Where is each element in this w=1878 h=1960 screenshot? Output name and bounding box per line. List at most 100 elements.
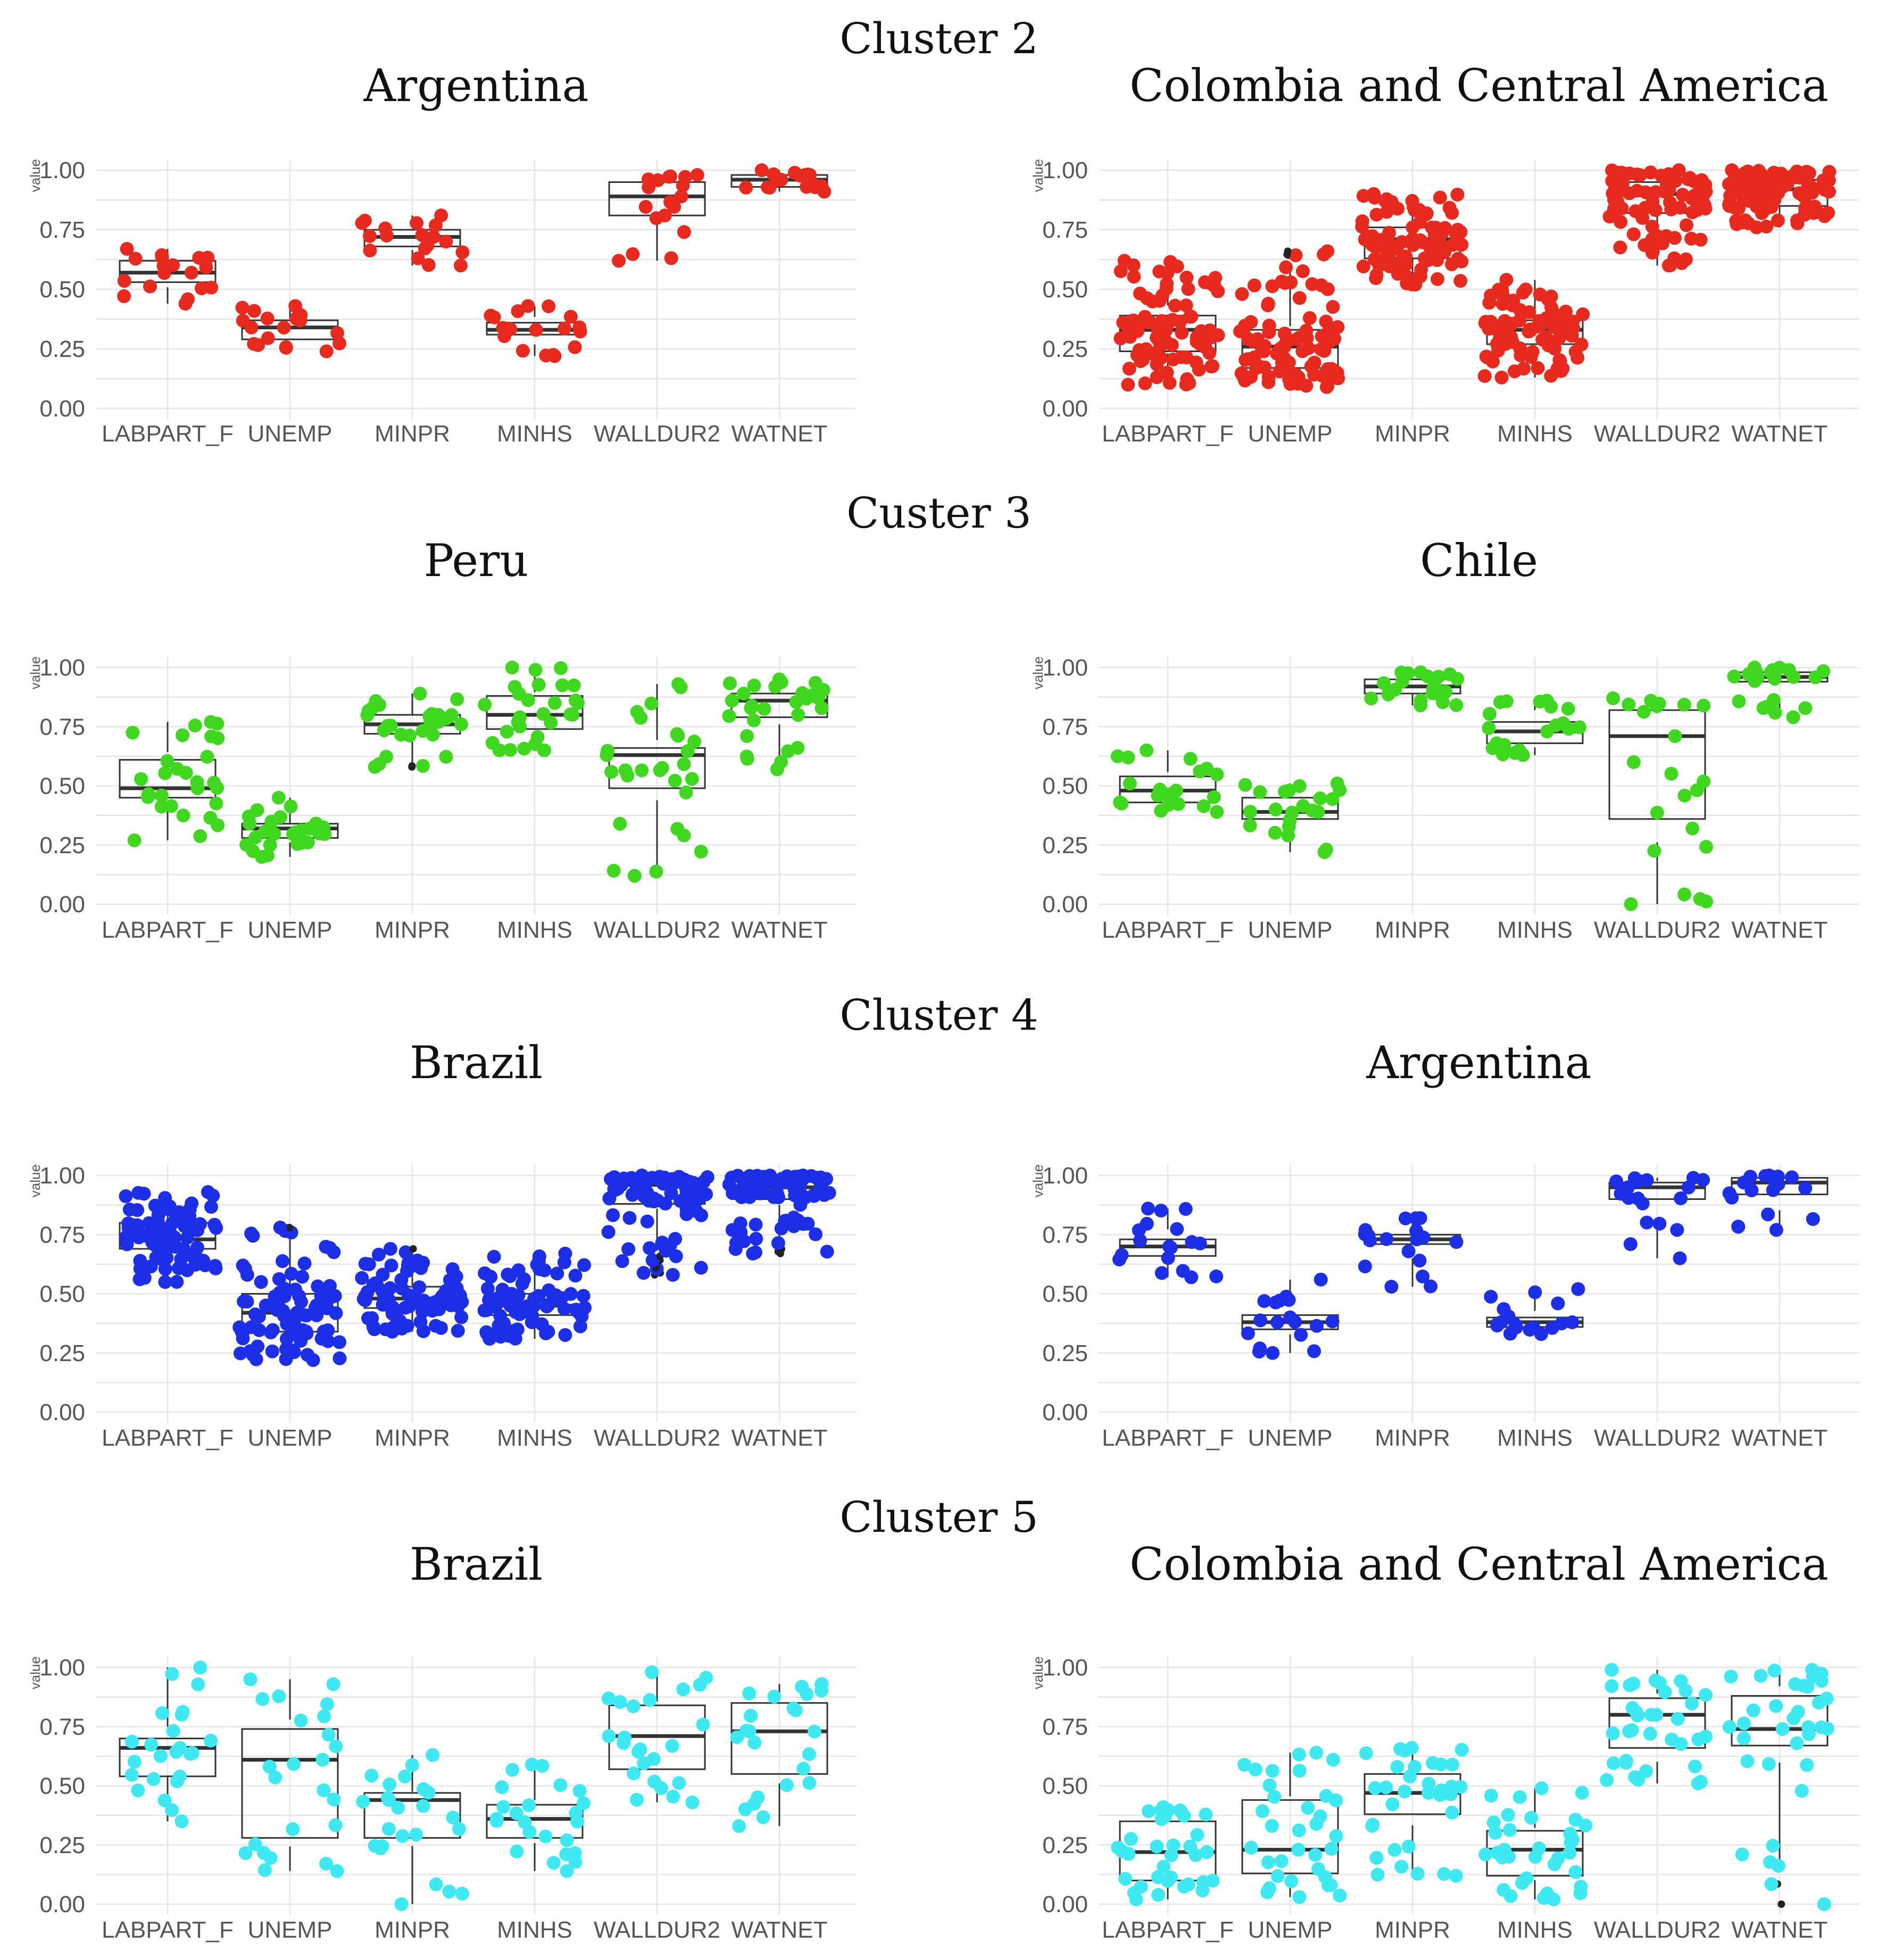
data-point	[1210, 805, 1224, 819]
data-point	[328, 1818, 343, 1832]
data-point	[1677, 697, 1691, 712]
data-point	[261, 331, 275, 345]
data-point	[204, 280, 219, 295]
data-point	[576, 1796, 591, 1811]
data-point	[1575, 1786, 1589, 1800]
y-tick-label: 1.00	[39, 655, 85, 681]
outlier-point	[408, 762, 416, 770]
data-point	[236, 313, 250, 328]
data-point	[685, 1795, 700, 1809]
data-point	[1800, 1758, 1814, 1772]
data-point	[1502, 1823, 1517, 1837]
data-point	[513, 710, 527, 724]
points-minpr	[1359, 1741, 1469, 1883]
data-point	[668, 1232, 683, 1246]
data-point	[369, 694, 383, 708]
data-point	[522, 1798, 536, 1813]
data-point	[1382, 226, 1397, 240]
data-point	[1386, 258, 1401, 273]
data-point	[193, 829, 207, 844]
data-point	[445, 1262, 460, 1277]
data-point	[496, 1800, 511, 1814]
data-point	[672, 1776, 686, 1790]
box-iqr	[1608, 1697, 1706, 1749]
data-point	[185, 1746, 200, 1761]
data-point	[808, 675, 822, 690]
data-point	[1619, 1754, 1633, 1768]
y-tick-label: 0.00	[39, 396, 85, 422]
data-point	[1358, 1223, 1373, 1237]
data-point	[1180, 372, 1194, 386]
x-tick-label-watnet: WATNET	[732, 1425, 828, 1451]
data-point	[756, 1810, 770, 1824]
data-point	[567, 678, 581, 693]
data-point	[1244, 1840, 1258, 1855]
data-point	[1513, 1790, 1527, 1804]
data-point	[1816, 664, 1831, 678]
data-point	[1196, 799, 1211, 813]
data-point	[1380, 1232, 1394, 1246]
data-point	[1151, 1888, 1166, 1902]
data-point	[560, 1864, 574, 1878]
data-point	[1302, 311, 1317, 325]
data-point	[746, 713, 761, 728]
y-tick-label: 0.25	[39, 1340, 85, 1366]
data-point	[272, 1689, 286, 1704]
box-unemp	[1241, 1272, 1340, 1360]
data-point	[1609, 1174, 1624, 1189]
points-labpart-f	[119, 1185, 223, 1289]
data-point	[1313, 1809, 1327, 1823]
data-point	[1551, 1296, 1565, 1311]
data-point	[1241, 1326, 1255, 1340]
y-tick-label: 0.50	[1042, 773, 1088, 799]
data-point	[1330, 777, 1344, 791]
data-point	[542, 1283, 556, 1297]
cluster-2-title: Cluster 2	[840, 14, 1038, 63]
data-point	[322, 1279, 337, 1293]
points-minhs	[1478, 1781, 1592, 1907]
data-point	[1355, 214, 1369, 229]
points-walldur2	[600, 677, 708, 883]
data-point	[286, 1757, 301, 1771]
data-point	[1313, 791, 1327, 805]
data-point	[1179, 298, 1193, 313]
data-point	[286, 1822, 300, 1837]
data-point	[438, 1284, 453, 1298]
data-point	[1501, 1808, 1515, 1822]
data-point	[1773, 661, 1787, 675]
data-point	[204, 715, 218, 729]
data-point	[1693, 1775, 1708, 1789]
box-watnet	[1722, 1663, 1834, 1911]
points-watnet	[1722, 163, 1837, 235]
y-axis-label: value	[1030, 1164, 1046, 1197]
data-point	[1394, 1859, 1409, 1874]
points-labpart-f	[117, 241, 219, 311]
data-point	[1670, 1223, 1684, 1237]
data-point	[1437, 1867, 1451, 1881]
data-point	[558, 1246, 572, 1261]
data-point	[119, 1189, 133, 1204]
data-point	[1767, 165, 1781, 180]
data-point	[757, 702, 771, 716]
data-point	[1163, 255, 1177, 269]
data-point	[203, 811, 218, 825]
data-point	[663, 169, 677, 184]
data-point	[1274, 1854, 1289, 1869]
panel-title: Argentina	[363, 60, 588, 112]
x-tick-label-walldur2: WALLDUR2	[594, 917, 720, 943]
data-point	[536, 707, 551, 721]
data-point	[1384, 1280, 1399, 1294]
data-point	[319, 1856, 334, 1871]
data-point	[1176, 1264, 1190, 1278]
data-point	[1244, 315, 1258, 329]
data-point	[1292, 1764, 1307, 1778]
data-point	[426, 1748, 440, 1762]
data-point	[1532, 1841, 1546, 1856]
data-point	[1292, 1890, 1307, 1904]
box-minhs	[1484, 1282, 1585, 1341]
data-point	[1234, 366, 1249, 380]
data-point	[750, 1169, 765, 1183]
data-point	[1444, 1779, 1459, 1794]
